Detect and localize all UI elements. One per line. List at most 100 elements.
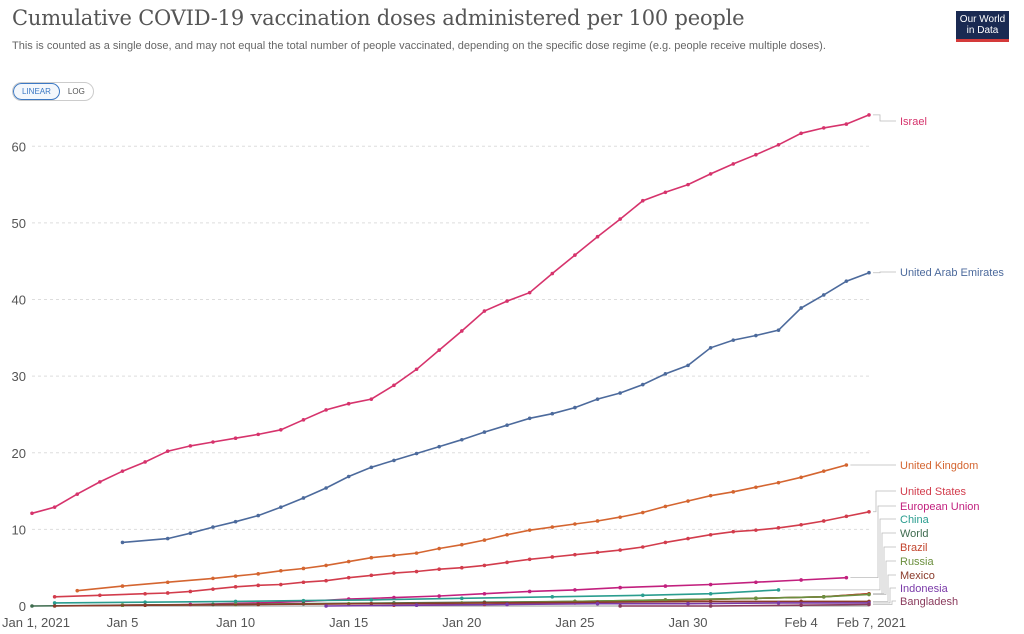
data-point[interactable] bbox=[233, 585, 238, 589]
data-point[interactable] bbox=[686, 499, 690, 503]
series-line[interactable] bbox=[620, 603, 870, 607]
data-point[interactable] bbox=[527, 528, 532, 532]
data-point[interactable] bbox=[821, 519, 826, 523]
data-point[interactable] bbox=[776, 601, 781, 605]
data-point[interactable] bbox=[731, 490, 736, 494]
series-label-world[interactable]: World bbox=[900, 528, 929, 540]
data-point[interactable] bbox=[505, 532, 509, 537]
data-point[interactable] bbox=[867, 602, 871, 607]
data-point[interactable] bbox=[414, 551, 419, 555]
data-point[interactable] bbox=[98, 480, 102, 484]
data-point[interactable] bbox=[640, 382, 645, 387]
data-point[interactable] bbox=[233, 599, 238, 604]
data-point[interactable] bbox=[324, 604, 328, 608]
data-point[interactable] bbox=[256, 432, 261, 437]
data-point[interactable] bbox=[618, 585, 622, 590]
data-point[interactable] bbox=[550, 411, 555, 416]
data-point[interactable] bbox=[663, 504, 668, 509]
series-line[interactable] bbox=[77, 464, 847, 592]
data-point[interactable] bbox=[256, 572, 261, 576]
data-point[interactable] bbox=[799, 475, 803, 480]
data-point[interactable] bbox=[301, 496, 306, 500]
data-point[interactable] bbox=[640, 545, 645, 549]
data-point[interactable] bbox=[686, 601, 690, 606]
data-point[interactable] bbox=[821, 293, 826, 297]
data-point[interactable] bbox=[799, 522, 803, 527]
data-point[interactable] bbox=[595, 397, 600, 401]
data-point[interactable] bbox=[867, 509, 871, 514]
data-point[interactable] bbox=[120, 540, 125, 545]
data-point[interactable] bbox=[369, 397, 374, 401]
data-point[interactable] bbox=[460, 542, 464, 547]
data-point[interactable] bbox=[527, 416, 532, 421]
data-point[interactable] bbox=[527, 290, 532, 295]
data-point[interactable] bbox=[618, 548, 622, 552]
data-point[interactable] bbox=[799, 306, 803, 310]
data-point[interactable] bbox=[754, 333, 758, 338]
data-point[interactable] bbox=[482, 538, 487, 542]
data-point[interactable] bbox=[369, 598, 374, 602]
data-point[interactable] bbox=[98, 593, 102, 598]
data-point[interactable] bbox=[414, 603, 419, 608]
data-point[interactable] bbox=[754, 528, 758, 532]
data-point[interactable] bbox=[188, 589, 193, 594]
data-point[interactable] bbox=[460, 329, 464, 333]
data-point[interactable] bbox=[867, 592, 871, 597]
data-point[interactable] bbox=[573, 253, 577, 257]
data-point[interactable] bbox=[686, 363, 690, 368]
data-point[interactable] bbox=[640, 198, 645, 203]
data-point[interactable] bbox=[233, 436, 238, 441]
data-point[interactable] bbox=[279, 568, 283, 573]
data-point[interactable] bbox=[211, 576, 215, 581]
data-point[interactable] bbox=[165, 449, 170, 454]
data-point[interactable] bbox=[595, 601, 600, 606]
series-line[interactable] bbox=[54, 589, 779, 604]
data-point[interactable] bbox=[279, 582, 283, 587]
data-point[interactable] bbox=[844, 463, 849, 467]
data-point[interactable] bbox=[188, 531, 193, 536]
series-label-israel[interactable]: Israel bbox=[900, 116, 927, 128]
data-point[interactable] bbox=[143, 460, 147, 464]
data-point[interactable] bbox=[844, 514, 849, 519]
data-point[interactable] bbox=[369, 555, 374, 560]
data-point[interactable] bbox=[708, 532, 713, 537]
series-label-russia[interactable]: Russia bbox=[900, 556, 935, 568]
data-point[interactable] bbox=[640, 510, 645, 515]
data-point[interactable] bbox=[346, 575, 351, 580]
data-point[interactable] bbox=[256, 513, 261, 518]
data-point[interactable] bbox=[550, 555, 555, 559]
data-point[interactable] bbox=[460, 596, 464, 601]
data-point[interactable] bbox=[573, 405, 577, 410]
data-point[interactable] bbox=[754, 596, 758, 601]
data-point[interactable] bbox=[256, 602, 261, 607]
data-point[interactable] bbox=[346, 401, 351, 406]
series-china[interactable] bbox=[52, 588, 781, 605]
data-point[interactable] bbox=[618, 391, 622, 395]
data-point[interactable] bbox=[663, 190, 668, 195]
data-point[interactable] bbox=[776, 142, 781, 147]
data-point[interactable] bbox=[346, 474, 351, 479]
series-line[interactable] bbox=[122, 271, 870, 544]
data-point[interactable] bbox=[233, 574, 238, 578]
data-point[interactable] bbox=[301, 580, 306, 585]
data-point[interactable] bbox=[460, 437, 464, 442]
series-label-european-union[interactable]: European Union bbox=[900, 501, 980, 513]
data-point[interactable] bbox=[595, 550, 600, 555]
data-point[interactable] bbox=[573, 588, 577, 592]
data-point[interactable] bbox=[392, 553, 396, 558]
data-point[interactable] bbox=[120, 584, 125, 588]
data-point[interactable] bbox=[143, 591, 147, 596]
data-point[interactable] bbox=[731, 338, 736, 342]
series-bangladesh[interactable] bbox=[618, 602, 871, 608]
data-point[interactable] bbox=[165, 536, 170, 541]
data-point[interactable] bbox=[301, 418, 306, 422]
data-point[interactable] bbox=[618, 604, 622, 608]
data-point[interactable] bbox=[844, 575, 849, 580]
series-united-arab-emirates[interactable] bbox=[120, 270, 871, 545]
data-point[interactable] bbox=[595, 519, 600, 523]
data-point[interactable] bbox=[211, 587, 215, 591]
data-point[interactable] bbox=[867, 113, 871, 117]
series-line[interactable] bbox=[122, 576, 847, 606]
data-point[interactable] bbox=[640, 593, 645, 598]
data-point[interactable] bbox=[52, 604, 57, 608]
